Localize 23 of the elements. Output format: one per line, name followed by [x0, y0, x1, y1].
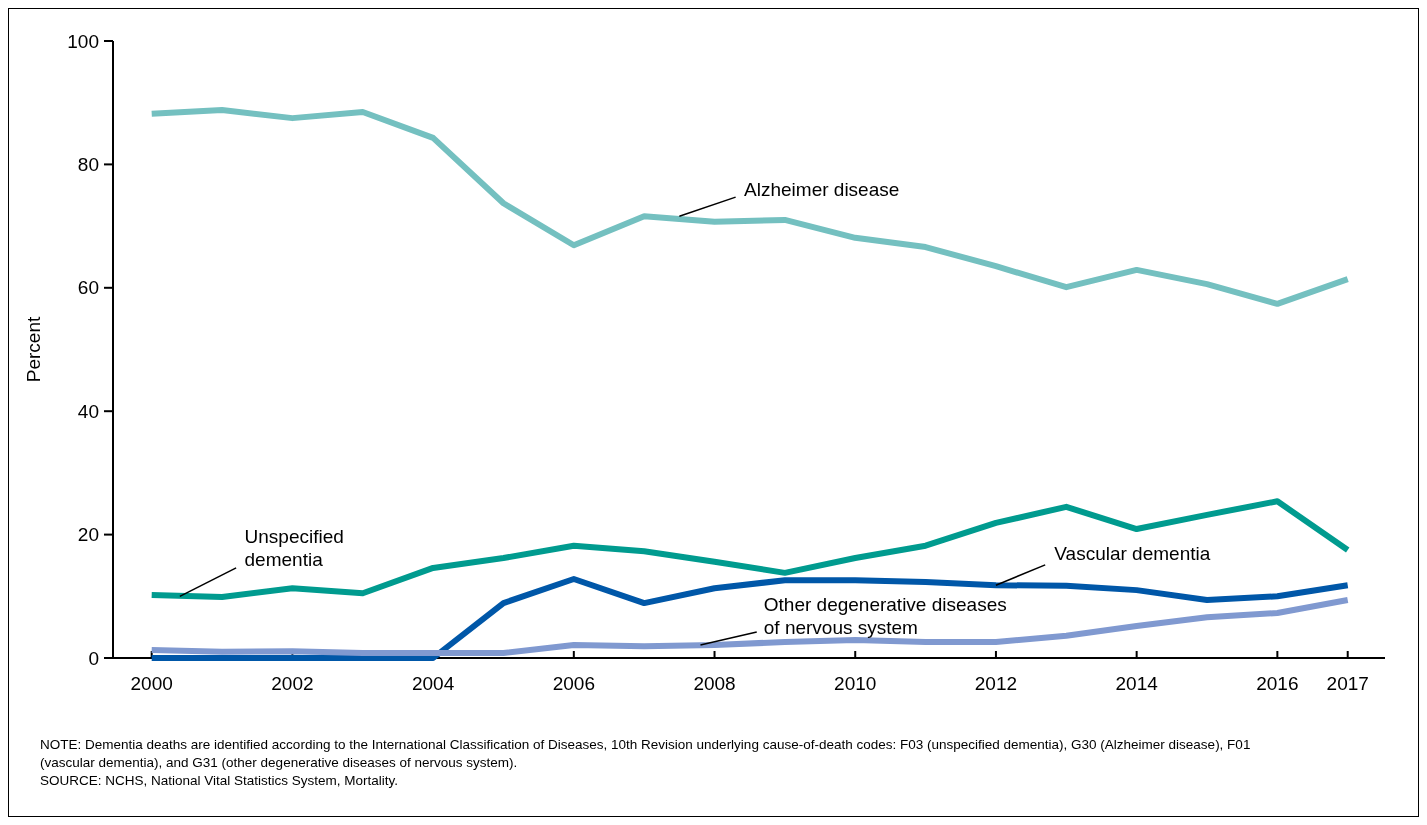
y-tick-label: 100	[67, 30, 99, 52]
x-tick-label: 2012	[974, 673, 1018, 694]
y-tick-label: 60	[77, 277, 99, 299]
y-axis-title: Percent	[23, 316, 44, 383]
x-tick-label: 2010	[834, 673, 877, 694]
x-tick-label: 2000	[130, 673, 173, 694]
series-label: Vascular dementia	[1054, 542, 1211, 564]
series-label: Unspecified dementia	[244, 526, 344, 571]
y-tick-label: 40	[77, 400, 99, 422]
y-tick-label: 80	[77, 154, 99, 176]
source-note: SOURCE: NCHS, National Vital Statistics System, Mortality.	[40, 773, 399, 788]
x-tick-label: 2017	[1326, 673, 1369, 694]
x-tick-label: 2008	[693, 673, 736, 694]
x-tick-label: 2004	[411, 673, 455, 694]
series-label: Alzheimer disease	[744, 178, 900, 200]
text: NOTE: Dementia deaths are identified according to the International Classification of Diseases, 10th Revision underlying cause-of-death codes: F03 (unspecified dementia), G30 (Alzheimer disease), F01 (vascular dementia), and G31 (other degenerative diseases of nervous system).	[40, 737, 1251, 770]
y-tick-label: 20	[77, 524, 99, 546]
x-tick-label: 2014	[1115, 673, 1159, 694]
x-tick-label: 2016	[1256, 673, 1299, 694]
x-tick-label: 2006	[552, 673, 595, 694]
series-label: Other degenerative diseases of nervous system	[763, 594, 1007, 639]
y-tick-label: 0	[88, 647, 99, 669]
x-tick-label: 2002	[271, 673, 314, 694]
